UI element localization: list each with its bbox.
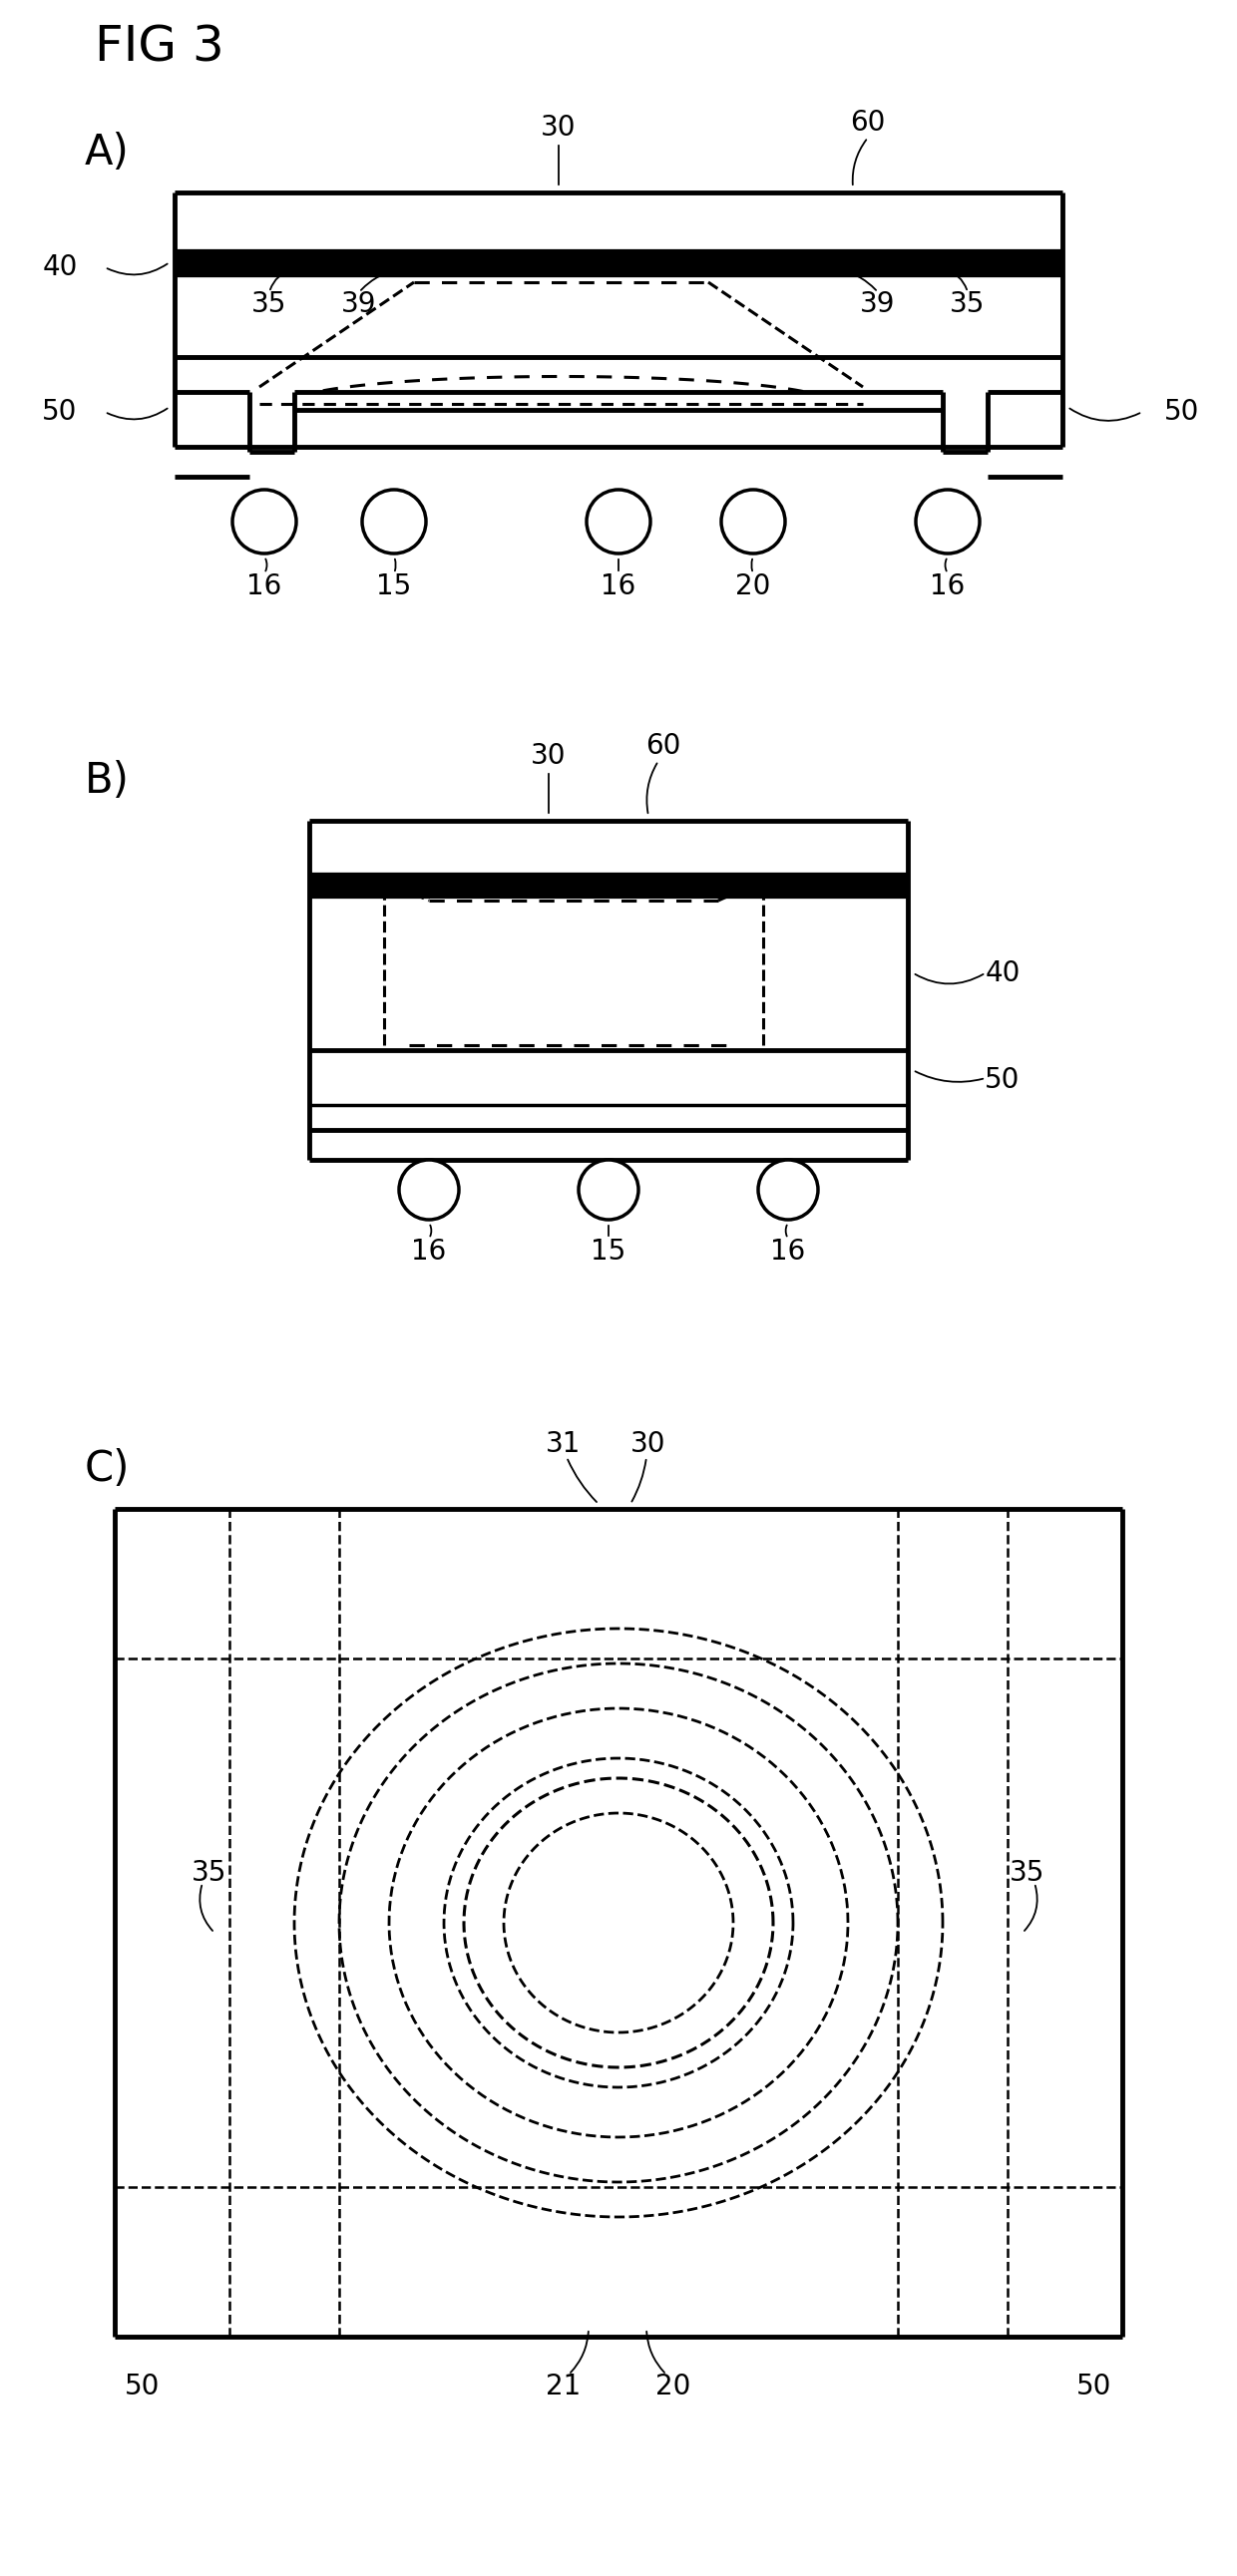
Text: 20: 20 <box>736 572 771 600</box>
Text: 16: 16 <box>246 572 282 600</box>
Text: 50: 50 <box>1076 2372 1112 2401</box>
Circle shape <box>721 489 785 554</box>
Text: 15: 15 <box>591 1236 626 1265</box>
Circle shape <box>586 489 651 554</box>
Text: C): C) <box>85 1448 130 1489</box>
Text: 50: 50 <box>125 2372 161 2401</box>
Circle shape <box>758 1159 818 1218</box>
Text: A): A) <box>85 131 130 173</box>
Text: 60: 60 <box>646 732 682 760</box>
Text: 30: 30 <box>541 113 576 142</box>
Text: 16: 16 <box>930 572 965 600</box>
Text: 35: 35 <box>950 291 986 317</box>
Circle shape <box>579 1159 638 1218</box>
Text: 15: 15 <box>376 572 412 600</box>
Text: 50: 50 <box>985 1066 1021 1095</box>
Text: 40: 40 <box>42 252 78 281</box>
Text: 16: 16 <box>412 1236 447 1265</box>
Circle shape <box>915 489 980 554</box>
Text: 30: 30 <box>531 742 567 770</box>
Text: 35: 35 <box>251 291 287 317</box>
Circle shape <box>400 1159 459 1218</box>
Text: 39: 39 <box>860 291 896 317</box>
Text: 16: 16 <box>601 572 636 600</box>
Text: FIG 3: FIG 3 <box>95 23 224 72</box>
Text: 35: 35 <box>1009 1860 1045 1886</box>
Text: 16: 16 <box>771 1236 805 1265</box>
Circle shape <box>233 489 297 554</box>
Text: 21: 21 <box>546 2372 581 2401</box>
Text: 31: 31 <box>546 1430 581 1458</box>
Text: 20: 20 <box>656 2372 691 2401</box>
Text: 50: 50 <box>42 397 78 425</box>
Text: 39: 39 <box>341 291 377 317</box>
Text: 40: 40 <box>985 958 1021 987</box>
Text: B): B) <box>85 760 130 801</box>
Text: 60: 60 <box>850 108 886 137</box>
Text: 35: 35 <box>192 1860 228 1886</box>
Circle shape <box>362 489 426 554</box>
Text: 30: 30 <box>631 1430 667 1458</box>
Text: 50: 50 <box>1164 397 1200 425</box>
